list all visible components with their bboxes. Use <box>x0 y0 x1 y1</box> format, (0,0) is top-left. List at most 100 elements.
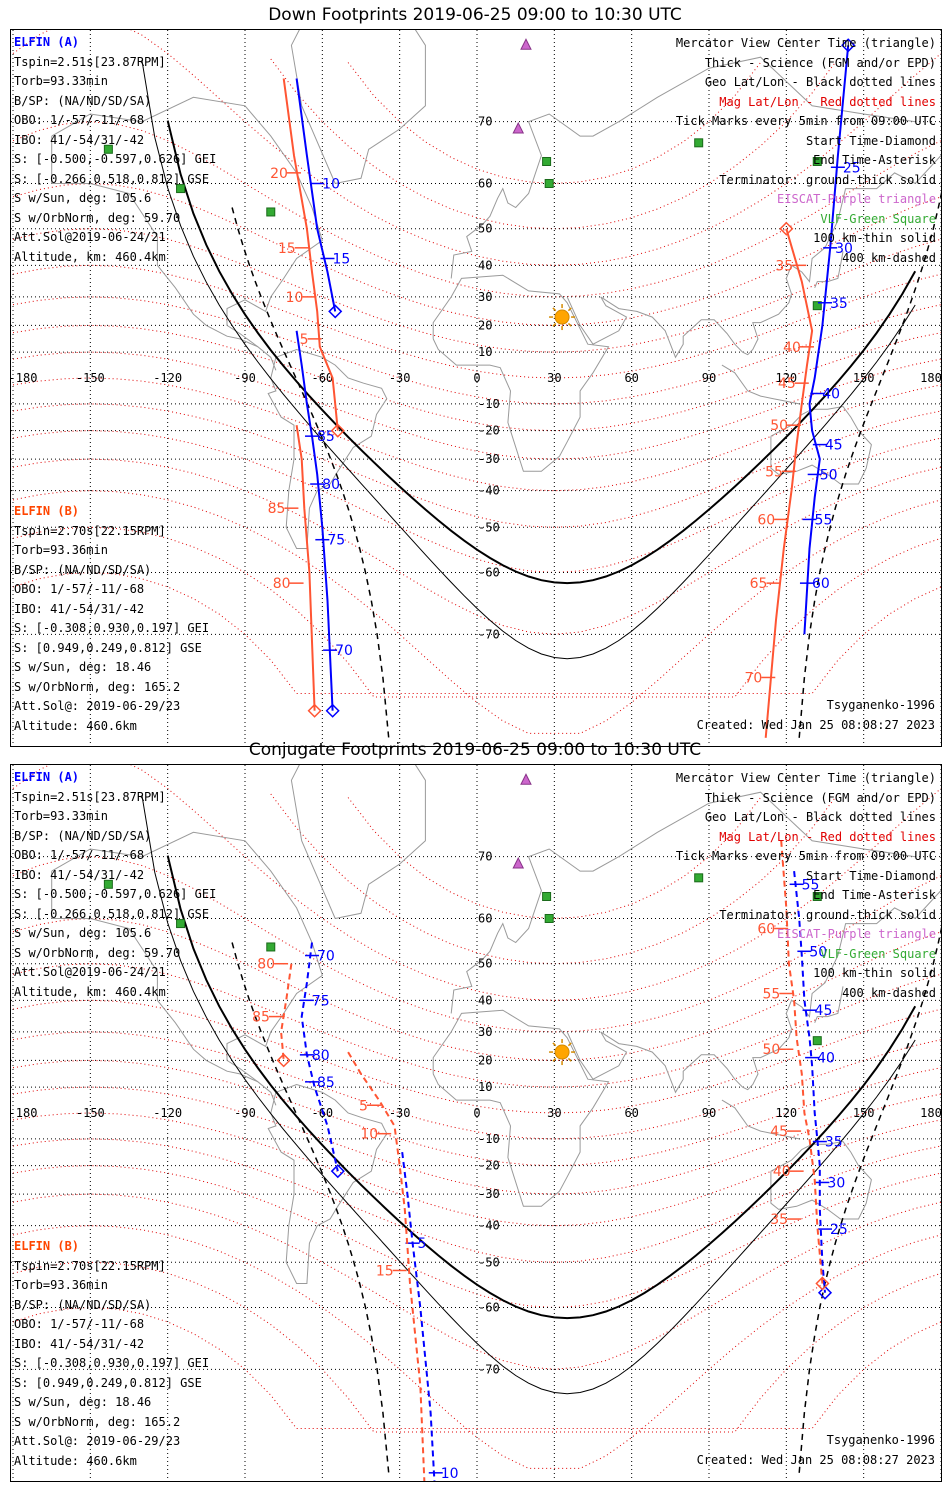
vlf-square <box>694 873 704 883</box>
start-diamond <box>841 38 856 53</box>
lat-tick-label: 60 <box>478 911 492 925</box>
legend-item: 100 km-thin solid <box>813 966 936 980</box>
map-svg: -180 -150 -120 -90 -60 -30 0 30 60 90 120 150 180 70 6… <box>11 30 941 746</box>
tick-label: 30 <box>827 1175 845 1191</box>
legend-item: VLF-Green Square <box>820 211 936 226</box>
legend-item: Tick Marks every 5min from 09:00 UTC <box>675 114 936 128</box>
map-panel-down: -180 -150 -120 -90 -60 -30 0 30 60 90 120 150 180 70 6… <box>10 29 942 747</box>
info-line: IBO: 41/-54/31/-42 <box>14 1336 145 1351</box>
tick-label: 55 <box>815 512 833 528</box>
elfin-b-track <box>764 228 814 738</box>
info-line: B/SP: (NA/ND/SD/SA) <box>14 562 152 577</box>
legend-item: Mercator View Center Time (triangle) <box>675 36 936 50</box>
tick-label: 45 <box>778 376 796 392</box>
mag-lat-line <box>12 765 941 1001</box>
vlf-square <box>103 144 113 154</box>
lon-tick-label: 60 <box>624 371 638 385</box>
start-diamond <box>276 1053 291 1068</box>
coastline <box>450 791 916 1014</box>
lat-tick-label: -30 <box>478 1187 500 1201</box>
info-line: S: [0.949,0.249,0.812] GSE <box>14 1375 202 1390</box>
info-line: S: [0.949,0.249,0.812] GSE <box>14 640 202 655</box>
legend-item: 400 km-dashed <box>842 250 936 265</box>
mag-lat-line <box>12 458 941 635</box>
tick-label: 25 <box>843 160 861 176</box>
tick-label: 70 <box>317 949 335 965</box>
info-line: Torb=93.36min <box>14 1278 108 1292</box>
lat-tick-label: 40 <box>478 258 492 272</box>
lat-tick-label: -40 <box>478 1219 500 1233</box>
vlf-square <box>103 879 113 889</box>
tick-label: 25 <box>830 1222 848 1238</box>
coastline <box>721 1099 800 1140</box>
legend-item: Terminator: ground-thick solid <box>719 907 936 922</box>
info-line: Att.Sol@: 2019-06-29/23 <box>14 699 181 713</box>
info-line: Altitude: 460.6km <box>14 718 137 733</box>
terminator-400km <box>798 926 941 1473</box>
panel-title: Conjugate Footprints 2019-06-25 09:00 to… <box>248 740 702 760</box>
model-label: Tsyganenko-1996 <box>826 1433 935 1447</box>
legend-item: Mercator View Center Time (triangle) <box>675 771 936 785</box>
tick-label: 80 <box>257 957 275 973</box>
legend-item: EISCAT-Purple triangle <box>777 927 936 941</box>
lat-tick-label: -70 <box>478 627 500 641</box>
elfin-a-track <box>295 330 334 711</box>
lat-tick-label: 10 <box>478 345 492 359</box>
info-line: IBO: 41/-54/31/-42 <box>14 601 145 616</box>
terminator-100km <box>141 795 916 1395</box>
info-line: Altitude: 460.6km <box>14 1453 137 1468</box>
info-line: Tspin=2.51s[23.87RPM] <box>14 54 166 69</box>
info-line: Torb=93.33min <box>14 809 108 823</box>
elfin-a-track <box>295 78 337 312</box>
vlf-square <box>812 891 822 901</box>
info-line: B/SP: (NA/ND/SD/SA) <box>14 828 152 843</box>
lat-tick-label: 30 <box>478 1025 492 1039</box>
tick-label: 45 <box>770 1124 788 1140</box>
lat-tick-label: -50 <box>478 1255 500 1269</box>
tick-label: 60 <box>757 922 775 938</box>
vlf-square <box>176 919 186 929</box>
vlf-square <box>266 942 276 952</box>
vlf-square <box>812 1036 822 1046</box>
elfin-b-track <box>282 78 339 431</box>
tick-label: 50 <box>809 944 827 960</box>
lon-tick-label: -30 <box>389 1106 411 1120</box>
model-label: Tsyganenko-1996 <box>826 698 935 712</box>
mag-lat-line <box>347 797 761 920</box>
info-line: IBO: 41/-54/31/-42 <box>14 132 145 147</box>
lon-tick-label: -180 <box>11 371 37 385</box>
lat-tick-label: 50 <box>478 222 492 236</box>
info-line: Tspin=2.70s[22.15RPM] <box>14 1258 166 1273</box>
tick-label: 65 <box>750 576 768 592</box>
mag-lat-line <box>270 793 839 965</box>
lat-tick-label: 60 <box>478 176 492 190</box>
info-line: S w/OrbNorm, deg: 165.2 <box>14 1414 181 1429</box>
mag-lat-line <box>12 1138 941 1263</box>
info-line: B/SP: (NA/ND/SD/SA) <box>14 93 152 108</box>
tick-label: 85 <box>317 1075 335 1091</box>
coastline <box>721 364 800 405</box>
coastline <box>290 765 426 919</box>
coastline <box>432 1009 610 1207</box>
legend-item: Thick - Science (FGM and/or EPD) <box>704 55 936 70</box>
vlf-square <box>544 178 554 188</box>
info-line: Altitude, km: 460.4km <box>14 984 166 999</box>
legend-item: EISCAT-Purple triangle <box>777 192 936 206</box>
tick-label: 20 <box>270 166 288 182</box>
info-line: Att.Sol@2019-06-24/21 <box>14 965 166 979</box>
elfin-b-track <box>780 840 824 1284</box>
coastline <box>290 30 426 184</box>
tick-label: 75 <box>312 993 330 1009</box>
vlf-square <box>542 891 552 901</box>
info-line: S: [-0.500,-0.597,0.626] GEI <box>14 887 217 901</box>
info-line: Torb=93.33min <box>14 74 108 88</box>
lon-tick-label: -180 <box>11 1106 37 1120</box>
elfin-a-info: ELFIN (A) Tspin=2.51s[23.87RPM] Torb=93.… <box>14 768 216 1002</box>
info-line: Torb=93.36min <box>14 543 108 557</box>
eiscat-triangle <box>520 38 532 50</box>
tick-label: 75 <box>327 533 345 549</box>
info-line: Att.Sol@2019-06-24/21 <box>14 230 166 244</box>
elfin-a-header: ELFIN (A) <box>14 770 80 784</box>
coastline <box>566 890 941 1094</box>
info-line: Att.Sol@: 2019-06-29/23 <box>14 1434 181 1448</box>
